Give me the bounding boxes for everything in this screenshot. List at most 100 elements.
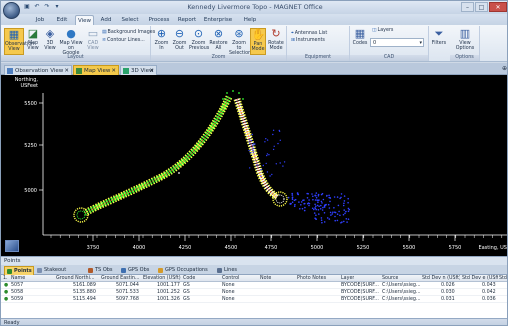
close-icon[interactable]: ✕: [111, 68, 116, 74]
close-icon[interactable]: ✕: [149, 68, 154, 74]
survey-point: [344, 212, 346, 215]
contour-lines-button[interactable]: ≋Contour Lines...: [102, 38, 145, 43]
survey-point: [343, 200, 346, 202]
tab-enterprise[interactable]: Enterprise: [203, 17, 233, 23]
3d-view-button[interactable]: ◈ 3D View: [42, 28, 58, 52]
background-images-button[interactable]: ▤Background Images: [102, 30, 155, 35]
survey-point: [317, 201, 319, 204]
right-road-surface: [234, 98, 279, 199]
tab-ts-obs-label: TS Obs: [95, 267, 113, 273]
cell-sdn: 0.030: [441, 290, 455, 295]
col-ground-easting[interactable]: Ground Eastin...: [101, 276, 140, 281]
tab-help[interactable]: Help: [243, 17, 257, 23]
table-row[interactable]: ● 5059 5115.494 5097.768 1001.326 GS None BYCOD…: [1, 296, 507, 303]
pin-icon[interactable]: ⊕: [501, 65, 507, 72]
cad-view-button[interactable]: ▭ CAD View: [85, 28, 101, 52]
qat-dropdown-icon[interactable]: ▾: [55, 3, 59, 10]
col-std[interactable]: Std: [499, 276, 507, 281]
col-note[interactable]: Note: [260, 276, 272, 281]
survey-point: [343, 209, 346, 211]
survey-point: [329, 211, 332, 214]
tab-job[interactable]: Job: [35, 17, 45, 23]
doc-tab-observation-view[interactable]: Observation View ✕: [4, 65, 72, 75]
survey-point: [313, 208, 315, 211]
cell-source: C:\Users\ssieg...: [382, 283, 421, 288]
instruments-button[interactable]: ⊞Instruments: [291, 38, 325, 43]
survey-point: [334, 215, 336, 218]
col-source[interactable]: Source: [382, 276, 399, 281]
survey-point: [321, 209, 324, 211]
background-images-label: Background Images: [107, 30, 156, 35]
tab-report[interactable]: Report: [177, 17, 197, 23]
col-control[interactable]: Control: [222, 276, 240, 281]
map-view-button[interactable]: ◪ Map View: [25, 28, 41, 52]
tab-select[interactable]: Select: [121, 17, 139, 23]
col-name[interactable]: Name: [11, 276, 26, 281]
tab-view[interactable]: View: [75, 15, 94, 25]
ribbon-tab-bar: Job Edit View Add Select Process Report …: [1, 14, 507, 25]
cell-elev: 1001.326: [157, 297, 180, 302]
col-layer[interactable]: Layer: [341, 276, 355, 281]
tab-gps-obs[interactable]: GPS Obs: [119, 266, 155, 275]
observation-view-button[interactable]: ▦ Observation View: [4, 28, 34, 55]
codes-button[interactable]: ▦ Codes: [352, 28, 368, 47]
close-button[interactable]: ✕: [489, 2, 507, 12]
col-elevation[interactable]: Elevation (USft): [143, 276, 181, 281]
survey-point: [226, 92, 228, 94]
survey-point: [308, 204, 310, 207]
save-icon[interactable]: ▣: [24, 3, 30, 10]
filters-button[interactable]: ⏷ Filters: [430, 28, 448, 47]
col-photo-notes[interactable]: Photo Notes: [297, 276, 327, 281]
pan-mode-button[interactable]: ✋ Pan Mode: [250, 28, 266, 55]
map-drawing: 5500 5250 5000 3750 4000 4250 4500 4750 5000 5250…: [24, 90, 507, 251]
minimize-button[interactable]: –: [461, 2, 474, 12]
zoom-previous-button[interactable]: ⊙ Zoom Previous: [189, 28, 209, 52]
cell-code: GS: [183, 297, 190, 302]
tab-lines[interactable]: Lines: [215, 266, 243, 275]
rotate-mode-button[interactable]: ↻ Rotate Mode: [267, 28, 285, 52]
cul-de-sac-left-inner: [76, 210, 86, 220]
restore-all-button[interactable]: ⊗ Restore All: [209, 28, 228, 52]
tab-ts-obs[interactable]: TS Obs: [86, 266, 118, 275]
survey-point: [242, 98, 244, 100]
zoom-to-selection-button[interactable]: ⊛ Zoom to Selection: [229, 28, 251, 57]
survey-point: [249, 142, 251, 144]
zoom-in-button[interactable]: ⊕ Zoom In: [153, 28, 170, 52]
doc-tab-3d-view[interactable]: 3D View ✕: [120, 65, 157, 75]
observation-view-tab-icon: [7, 68, 13, 74]
maximize-button[interactable]: □: [475, 2, 488, 12]
tab-gps-occupations[interactable]: GPS Occupations: [156, 266, 214, 275]
col-std-dev-n[interactable]: Std Dev n (USft): [422, 276, 460, 281]
survey-point: [299, 208, 301, 210]
tab-edit[interactable]: Edit: [56, 17, 68, 23]
row-number-header: 1.: [3, 276, 8, 281]
view-options-button[interactable]: ▥ View Options: [454, 28, 476, 52]
codes-label: Codes: [352, 41, 368, 46]
redo-icon[interactable]: ↷: [44, 3, 50, 10]
tab-add[interactable]: Add: [100, 17, 112, 23]
survey-point: [294, 198, 297, 201]
col-std-dev-e[interactable]: Std Dev e (USft): [462, 276, 498, 281]
right-road-crown: [236, 98, 278, 198]
close-icon[interactable]: ✕: [64, 68, 69, 74]
layer-select[interactable]: 0 ▾: [370, 38, 424, 47]
survey-point: [325, 203, 327, 206]
hand-icon: ✋: [251, 28, 266, 41]
survey-point: [323, 221, 326, 223]
col-ground-northing[interactable]: Ground Northi...: [56, 276, 95, 281]
app-menu-button[interactable]: [3, 2, 20, 19]
undo-icon[interactable]: ↶: [34, 3, 40, 10]
cell-layer: BYCODE(SURF...: [341, 297, 379, 302]
antenna-icon: ⌖: [291, 31, 294, 36]
zoom-out-button[interactable]: ⊖ Zoom Out: [171, 28, 188, 52]
tab-points[interactable]: Points: [4, 266, 34, 275]
table-row[interactable]: ● 5058 5135.880 5071.533 1001.252 GS None BYCOD…: [1, 289, 507, 296]
table-row[interactable]: ● 5057 5161.089 5071.044 1001.177 GS None BYCOD…: [1, 282, 507, 289]
survey-point: [252, 152, 254, 154]
col-code[interactable]: Code: [183, 276, 196, 281]
antennas-list-button[interactable]: ⌖Antennas List: [291, 30, 327, 36]
tab-stakeout-reports[interactable]: Stakeout Reports: [35, 266, 85, 282]
map-canvas[interactable]: 5500 5250 5000 3750 4000 4250 4500 4750 5000 5250…: [1, 75, 507, 256]
tab-process[interactable]: Process: [148, 17, 170, 23]
doc-tab-map-view[interactable]: Map View ✕: [73, 65, 119, 75]
